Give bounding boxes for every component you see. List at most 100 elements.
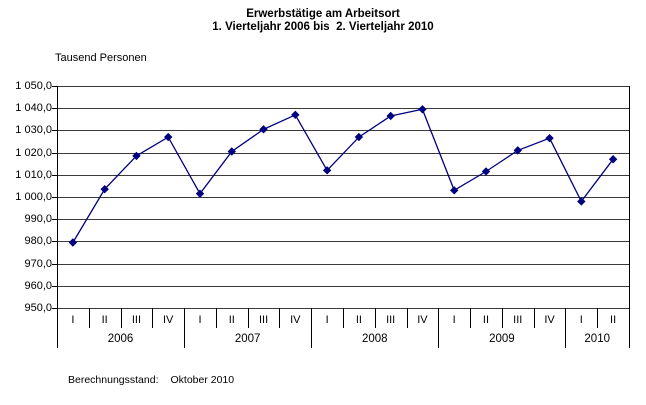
footnote: Berechnungsstand: Oktober 2010	[68, 374, 234, 386]
data-point-marker	[577, 197, 586, 206]
trend-line	[72, 108, 614, 243]
year-separator	[184, 308, 186, 348]
data-point-marker	[450, 186, 459, 195]
y-axis-tick	[52, 130, 57, 132]
quarter-label: IV	[417, 314, 428, 326]
y-axis-tick	[52, 241, 57, 243]
data-point-marker	[68, 238, 78, 247]
chart-subtitle: 1. Vierteljahr 2006 bis 2. Vierteljahr 2…	[212, 21, 434, 33]
year-label: 2010	[584, 333, 610, 345]
y-axis-tick-label: 1 010,0	[15, 168, 52, 181]
y-axis-tick-label: 960,0	[24, 279, 52, 292]
y-axis-tick-label: 1 050,0	[15, 80, 52, 92]
year-label: 2007	[234, 333, 261, 345]
footnote-label: Berechnungsstand:	[68, 374, 159, 386]
y-axis-tick	[52, 197, 57, 198]
gridline	[57, 197, 629, 198]
quarter-label: I	[579, 314, 583, 326]
year-label: 2009	[489, 333, 515, 345]
quarter-tick	[279, 308, 281, 328]
data-series-layer	[68, 105, 618, 247]
quarter-label: II	[228, 314, 235, 326]
y-axis-tick-label: 970,0	[24, 257, 52, 270]
data-point-marker	[132, 151, 141, 161]
gridline	[57, 174, 629, 176]
quarter-tick	[406, 308, 408, 328]
gridline	[57, 285, 629, 287]
chart-title: Erwerbstätige am Arbeitsort	[246, 8, 400, 20]
data-point-marker	[386, 111, 395, 121]
quarter-label: IV	[544, 314, 555, 326]
data-point-marker	[608, 155, 618, 164]
quarter-tick	[152, 308, 154, 328]
y-axis-tick	[52, 219, 57, 221]
footnote-value: Oktober 2010	[170, 374, 235, 386]
quarter-label: I	[71, 314, 75, 326]
quarter-tick	[88, 308, 90, 328]
gridline	[57, 130, 629, 132]
gridline	[57, 263, 629, 265]
year-label: 2006	[107, 333, 134, 345]
y-axis-unit-label: Tausend Personen	[55, 52, 147, 64]
y-axis-tick	[52, 152, 57, 154]
data-point-marker	[291, 110, 300, 120]
quarter-label: III	[513, 314, 523, 326]
quarter-label: IV	[163, 314, 174, 326]
quarter-label: II	[355, 314, 362, 326]
quarter-tick	[533, 308, 535, 328]
data-point-marker	[164, 132, 173, 142]
quarter-label: III	[131, 314, 142, 326]
y-axis-tick	[52, 263, 57, 265]
quarter-label: II	[101, 314, 108, 326]
data-point-marker	[418, 105, 427, 114]
y-axis-tick	[52, 174, 57, 176]
quarter-tick	[343, 308, 344, 328]
y-axis-tick	[52, 108, 57, 110]
year-label: 2008	[361, 333, 388, 345]
y-axis-tick-label: 1 040,0	[15, 102, 52, 115]
year-separator	[565, 308, 567, 348]
quarter-label: I	[452, 314, 456, 326]
quarter-tick	[374, 308, 376, 328]
quarter-label: II	[610, 314, 617, 326]
y-axis-tick	[52, 308, 57, 309]
y-axis-tick-label: 990,0	[24, 213, 52, 226]
quarter-tick	[215, 308, 217, 328]
quarter-label: II	[482, 314, 490, 326]
y-axis-tick-label: 980,0	[24, 235, 52, 248]
year-separator	[438, 308, 440, 348]
data-point-marker	[513, 146, 522, 155]
gridline	[57, 108, 629, 110]
quarter-tick	[501, 308, 503, 328]
data-point-marker	[259, 125, 268, 134]
chart-title-block: Erwerbstätige am Arbeitsort 1. Viertelja…	[0, 8, 646, 34]
y-axis-tick-label: 1 030,0	[15, 124, 52, 137]
data-point-marker	[481, 167, 491, 176]
y-axis-line	[57, 86, 58, 348]
quarter-label: I	[325, 314, 329, 326]
y-axis-tick-label: 1 000,0	[15, 191, 52, 203]
gridline	[57, 86, 629, 87]
quarter-tick	[470, 308, 472, 328]
y-axis-tick	[52, 86, 57, 87]
y-axis-tick-label: 950,0	[24, 302, 52, 314]
quarter-tick	[247, 308, 249, 328]
gridline	[57, 241, 629, 243]
data-point-marker	[545, 133, 554, 143]
year-separator	[311, 308, 313, 348]
data-point-marker	[195, 189, 205, 198]
quarter-label: I	[198, 314, 202, 326]
quarter-tick	[597, 308, 599, 328]
quarter-label: IV	[290, 314, 301, 326]
data-point-marker	[227, 147, 236, 156]
data-point-marker	[100, 185, 109, 194]
plot-right-border	[629, 86, 630, 348]
data-point-marker	[322, 166, 332, 175]
quarter-label: III	[258, 314, 269, 326]
quarter-label: III	[386, 314, 396, 326]
y-axis-tick	[52, 285, 57, 287]
y-axis-tick-label: 1 020,0	[15, 146, 52, 159]
gridline	[57, 219, 629, 221]
